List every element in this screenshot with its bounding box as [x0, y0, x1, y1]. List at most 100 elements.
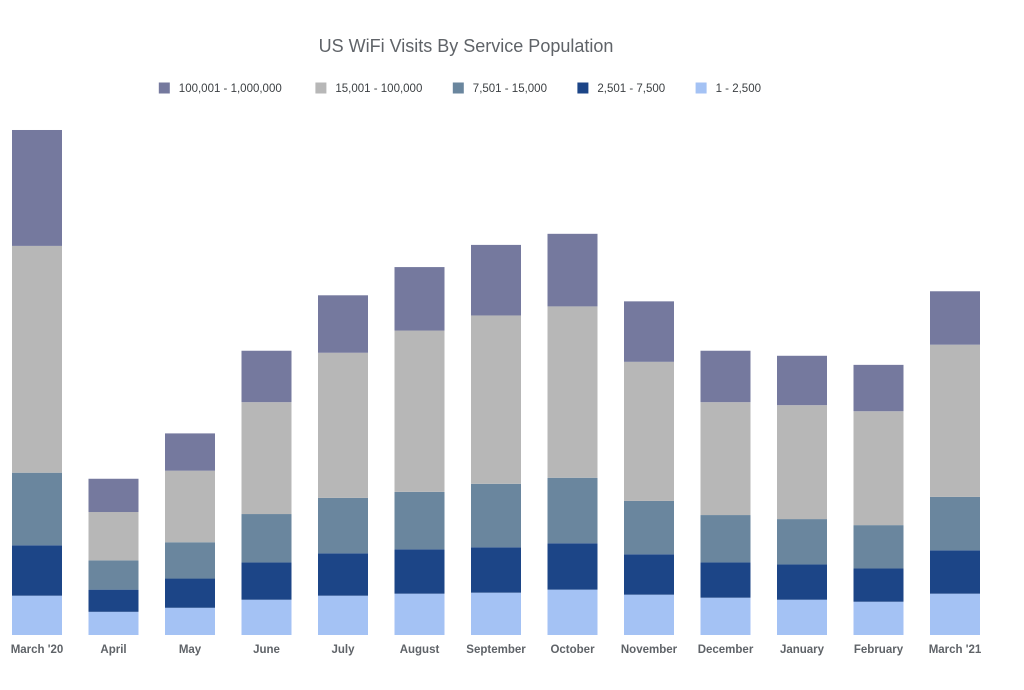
bar-stack-may — [165, 433, 215, 635]
x-tick-label-january: January — [780, 644, 825, 656]
bar-segment-december-1-2-500 — [700, 597, 751, 635]
bar-stack-january — [777, 355, 827, 635]
bar-stack-march-20 — [12, 129, 62, 635]
chart-legend: 100,001 - 1,000,000 15,001 - 100,000 7,501… — [158, 82, 761, 95]
bar-segment-december-2-501-7-500 — [700, 562, 751, 598]
bar-segment-march-20-7-501-15-000 — [12, 472, 62, 546]
legend-swatch-1-2-500 — [695, 82, 707, 94]
bar-segment-march-21-100-001-1-000-000 — [930, 291, 980, 345]
bar-segment-february-2-501-7-500 — [853, 568, 904, 602]
bar-segment-march-21-1-2-500 — [930, 593, 980, 635]
bar-segment-august-2-501-7-500 — [394, 549, 445, 594]
bar-segment-june-7-501-15-000 — [241, 514, 292, 563]
bar-segment-february-7-501-15-000 — [853, 525, 904, 569]
bar-segment-august-7-501-15-000 — [394, 491, 445, 550]
bar-segment-july-15-001-100-000 — [318, 352, 368, 498]
bar-segment-march-20-100-001-1-000-000 — [12, 129, 62, 246]
legend-swatch-2-501-7-500 — [577, 82, 589, 94]
bar-segment-january-7-501-15-000 — [777, 519, 827, 565]
bar-segment-october-100-001-1-000-000 — [547, 233, 598, 307]
bar-segment-september-2-501-7-500 — [471, 547, 521, 593]
bar-segment-december-15-001-100-000 — [700, 402, 751, 516]
x-tick-label-may: May — [179, 644, 202, 656]
legend-label-2-501-7-500: 2,501 - 7,500 — [597, 83, 665, 95]
bar-stacks — [12, 129, 980, 635]
bar-segment-july-1-2-500 — [318, 595, 368, 635]
x-tick-label-august: August — [400, 644, 440, 656]
bar-segment-june-15-001-100-000 — [241, 402, 292, 515]
x-tick-label-march-21: March '21 — [929, 644, 982, 656]
bar-segment-may-7-501-15-000 — [165, 542, 215, 579]
bar-stack-october — [547, 233, 598, 635]
legend-swatch-15-001-100-000 — [315, 82, 327, 94]
x-tick-label-october: October — [550, 644, 595, 656]
bar-segment-january-100-001-1-000-000 — [777, 355, 827, 406]
bar-stack-november — [624, 301, 674, 635]
bar-stack-july — [318, 295, 368, 635]
bar-stack-september — [471, 244, 521, 635]
bar-segment-may-2-501-7-500 — [165, 578, 215, 608]
bar-segment-june-100-001-1-000-000 — [241, 350, 292, 403]
bar-segment-december-100-001-1-000-000 — [700, 350, 751, 403]
bar-segment-march-20-2-501-7-500 — [12, 545, 62, 596]
bar-segment-october-15-001-100-000 — [547, 306, 598, 478]
bar-segment-june-1-2-500 — [241, 599, 292, 635]
bar-segment-october-7-501-15-000 — [547, 477, 598, 544]
legend-swatch-7-501-15-000 — [452, 82, 464, 94]
bar-stack-february — [853, 364, 904, 635]
bar-segment-april-2-501-7-500 — [88, 589, 139, 612]
bar-segment-june-2-501-7-500 — [241, 562, 292, 600]
legend-label-1-2-500: 1 - 2,500 — [716, 83, 761, 95]
x-tick-label-november: November — [621, 644, 678, 656]
bar-stack-august — [394, 267, 445, 635]
bar-segment-august-1-2-500 — [394, 593, 445, 635]
bar-stack-april — [88, 478, 139, 635]
bar-segment-march-21-2-501-7-500 — [930, 550, 980, 594]
x-tick-label-february: February — [854, 644, 904, 656]
x-tick-label-april: April — [100, 644, 126, 656]
bar-segment-september-7-501-15-000 — [471, 483, 521, 548]
bar-segment-september-1-2-500 — [471, 592, 521, 635]
bar-stack-june — [241, 350, 292, 635]
bar-stack-march-21 — [930, 291, 980, 635]
bar-segment-november-1-2-500 — [624, 594, 674, 635]
bar-segment-may-15-001-100-000 — [165, 470, 215, 543]
bar-segment-february-100-001-1-000-000 — [853, 364, 904, 412]
bar-segment-may-1-2-500 — [165, 607, 215, 635]
bar-stack-december — [700, 350, 751, 635]
bar-segment-october-1-2-500 — [547, 589, 598, 635]
legend-swatch-100-001-1-000-000 — [158, 82, 170, 94]
legend-label-7-501-15-000: 7,501 - 15,000 — [473, 83, 547, 95]
legend-label-15-001-100-000: 15,001 - 100,000 — [335, 83, 422, 95]
x-axis-tick-labels: March '20 April May June July August September… — [11, 644, 982, 656]
bar-segment-november-100-001-1-000-000 — [624, 301, 674, 362]
bar-segment-july-7-501-15-000 — [318, 497, 368, 554]
bar-segment-march-21-15-001-100-000 — [930, 344, 980, 497]
bar-segment-january-1-2-500 — [777, 599, 827, 635]
bar-segment-april-1-2-500 — [88, 611, 139, 635]
x-tick-label-september: September — [466, 644, 526, 656]
bar-segment-october-2-501-7-500 — [547, 543, 598, 590]
bar-segment-may-100-001-1-000-000 — [165, 433, 215, 471]
bar-segment-july-2-501-7-500 — [318, 553, 368, 596]
bar-segment-april-7-501-15-000 — [88, 560, 139, 590]
chart-title: US WiFi Visits By Service Population — [319, 36, 614, 56]
bar-segment-march-21-7-501-15-000 — [930, 496, 980, 551]
bar-segment-march-20-15-001-100-000 — [12, 245, 62, 473]
bar-segment-february-15-001-100-000 — [853, 411, 904, 526]
legend-label-100-001-1-000-000: 100,001 - 1,000,000 — [179, 83, 282, 95]
bar-segment-november-2-501-7-500 — [624, 554, 674, 595]
bar-segment-august-15-001-100-000 — [394, 330, 445, 492]
bar-segment-january-2-501-7-500 — [777, 564, 827, 600]
bar-segment-april-100-001-1-000-000 — [88, 478, 139, 513]
bar-segment-january-15-001-100-000 — [777, 405, 827, 520]
bar-segment-november-15-001-100-000 — [624, 361, 674, 501]
x-tick-label-march-20: March '20 — [11, 644, 64, 656]
bar-segment-november-7-501-15-000 — [624, 500, 674, 555]
bar-segment-september-100-001-1-000-000 — [471, 244, 521, 316]
bar-segment-august-100-001-1-000-000 — [394, 267, 445, 331]
x-tick-label-june: June — [253, 644, 280, 656]
bar-segment-march-20-1-2-500 — [12, 595, 62, 635]
bar-segment-april-15-001-100-000 — [88, 512, 139, 561]
